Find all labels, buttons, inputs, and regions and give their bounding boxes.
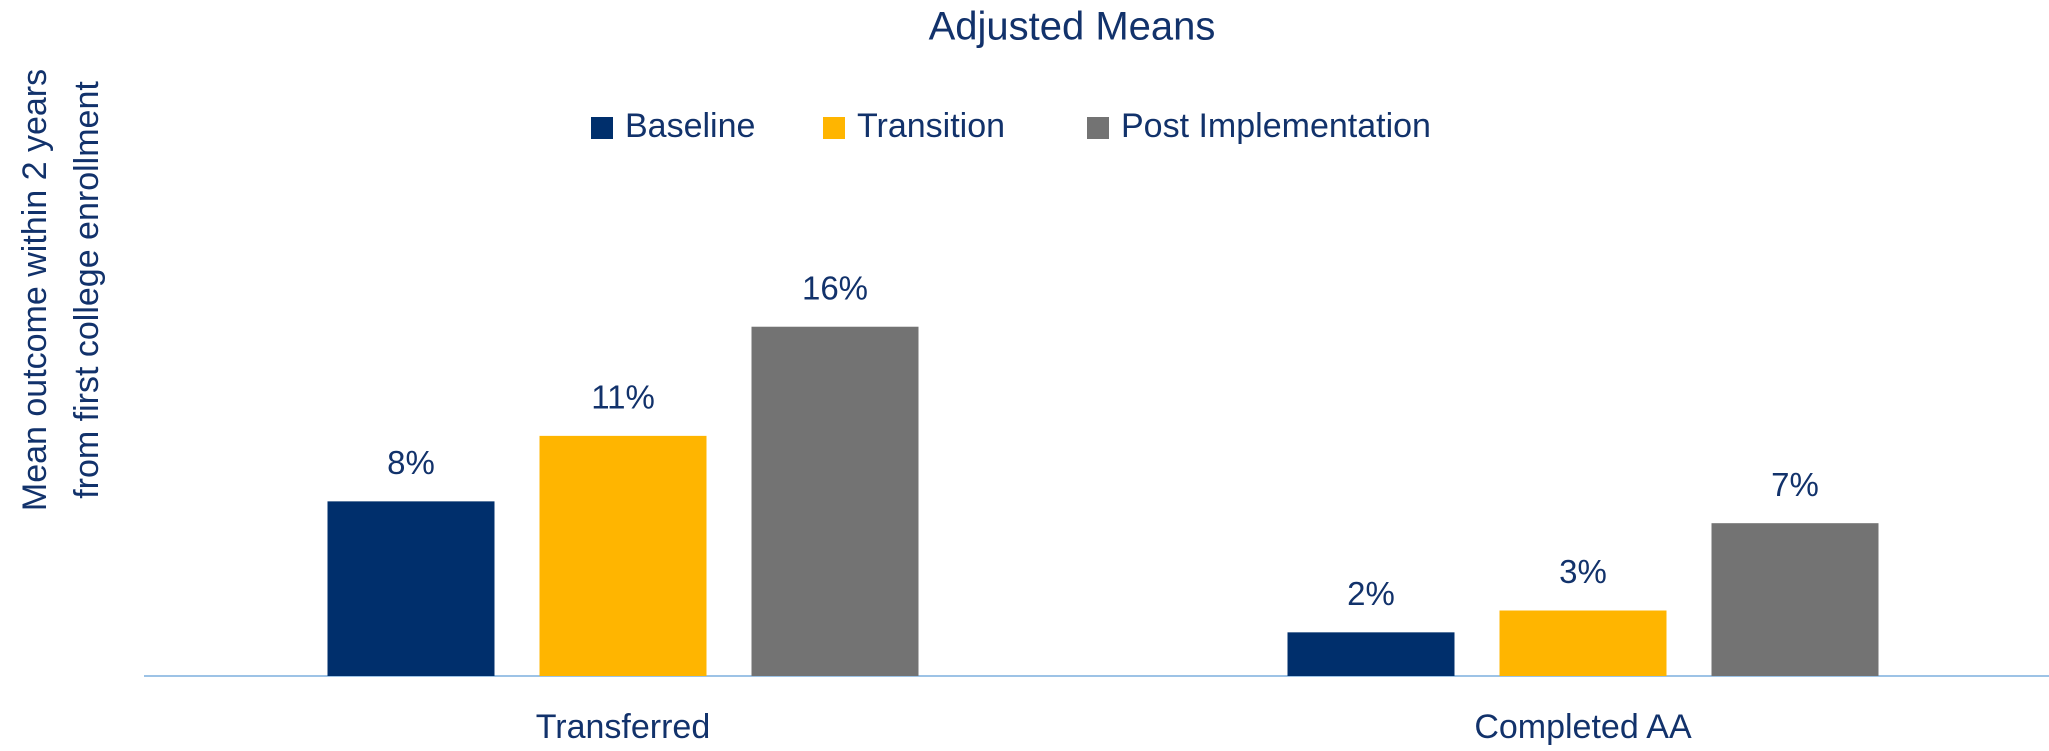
legend-label: Post Implementation — [1121, 107, 1431, 145]
data-label: 11% — [591, 379, 655, 416]
x-tick-label: Transferred — [536, 708, 710, 746]
bar — [1711, 523, 1879, 676]
data-label: 16% — [802, 269, 868, 306]
y-axis-label: Mean outcome within 2 years from first c… — [16, 69, 106, 511]
bar — [1499, 610, 1667, 676]
bar — [751, 326, 919, 676]
legend-swatch — [823, 117, 845, 139]
bar — [1287, 632, 1455, 676]
data-label: 2% — [1347, 575, 1395, 612]
chart-title: Adjusted Means — [929, 5, 1216, 49]
data-label: 3% — [1559, 553, 1607, 590]
y-axis-label-line: from first college enrollment — [68, 81, 106, 499]
data-label: 8% — [387, 444, 435, 481]
legend-swatch — [591, 117, 613, 139]
bar — [539, 435, 707, 676]
x-tick-label: Completed AA — [1474, 708, 1692, 746]
legend-swatch — [1087, 117, 1109, 139]
bar — [327, 501, 495, 676]
legend-label: Transition — [857, 107, 1005, 145]
legend-label: Baseline — [625, 107, 755, 145]
y-axis-label-line: Mean outcome within 2 years — [16, 69, 54, 511]
data-label: 7% — [1771, 466, 1819, 503]
